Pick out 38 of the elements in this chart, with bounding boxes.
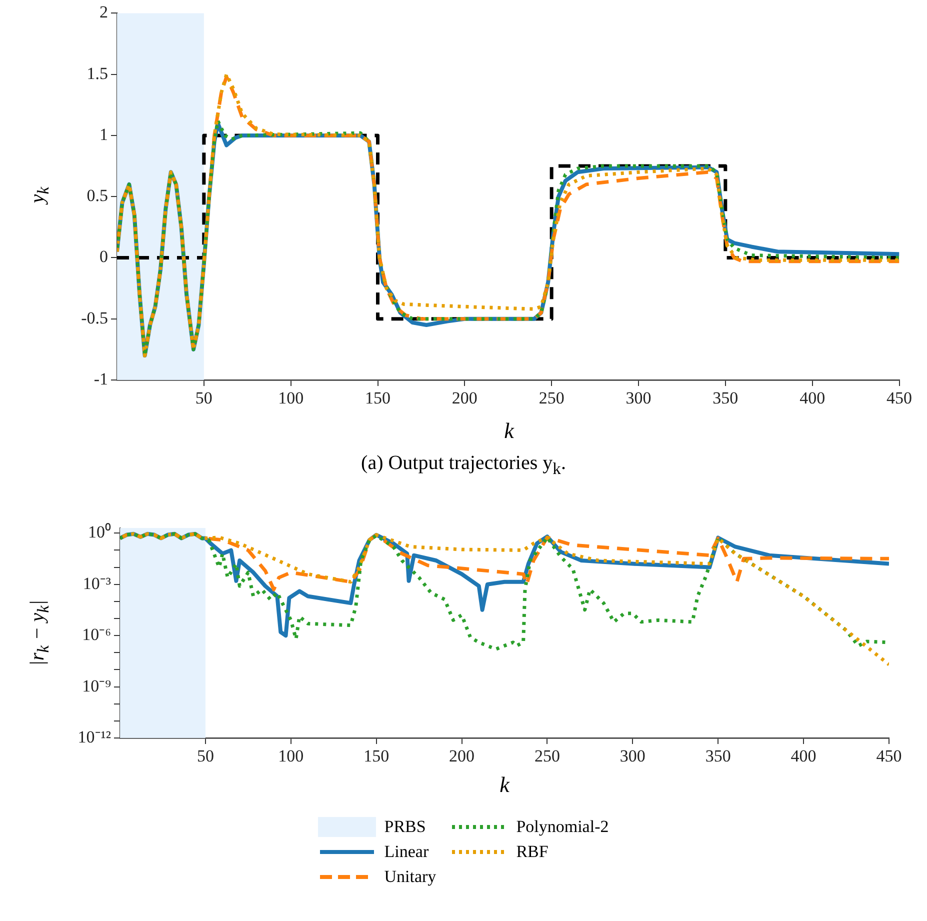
legend-label: Polynomial-2 [516, 816, 609, 836]
x-tick-label: 450 [876, 746, 902, 766]
legend-label: Unitary [384, 866, 436, 886]
x-tick-label: 100 [278, 746, 304, 766]
y-tick-label: 1 [100, 124, 108, 144]
text: (a) Output trajectories y$_{k}$. [360, 452, 567, 479]
y-tick-label: 0.5 [86, 186, 108, 206]
legend-label: RBF [516, 842, 548, 862]
y-tick-label: 10⁻⁹ [82, 676, 112, 696]
x-tick-label: 200 [452, 388, 478, 408]
x-tick-label: 150 [365, 388, 390, 408]
y-tick-label: 10⁻⁶ [82, 625, 112, 644]
legend-label: Linear [384, 842, 429, 862]
y-tick-label: -0.5 [81, 308, 108, 328]
x-tick-label: 450 [886, 388, 912, 408]
x-tick-label: 50 [195, 388, 212, 408]
y-tick-label: 1.5 [86, 64, 108, 83]
x-axis-title: k [503, 418, 516, 444]
legend-label: PRBS [384, 816, 426, 836]
x-tick-label: 300 [620, 746, 646, 766]
y-tick-label: 0 [100, 247, 108, 266]
x-tick-label: 350 [705, 746, 731, 766]
y-tick-label: 10⁻¹² [78, 727, 111, 746]
y-tick-label: 10⁻³ [82, 574, 111, 593]
x-tick-label: 300 [626, 388, 652, 408]
y-tick-label: -1 [94, 369, 108, 388]
x-axis-title: k [498, 772, 511, 798]
x-tick-label: 150 [364, 746, 390, 766]
x-tick-label: 250 [538, 388, 564, 408]
x-tick-label: 400 [800, 388, 826, 408]
x-tick-label: 350 [712, 388, 738, 408]
x-tick-label: 200 [449, 746, 475, 766]
x-tick-label: 50 [196, 746, 214, 766]
x-tick-label: 100 [278, 388, 304, 408]
x-tick-label: 400 [790, 746, 816, 766]
x-tick-label: 250 [534, 746, 560, 766]
y-tick-label: 10⁰ [88, 522, 111, 542]
y-tick-label: 2 [100, 2, 108, 22]
